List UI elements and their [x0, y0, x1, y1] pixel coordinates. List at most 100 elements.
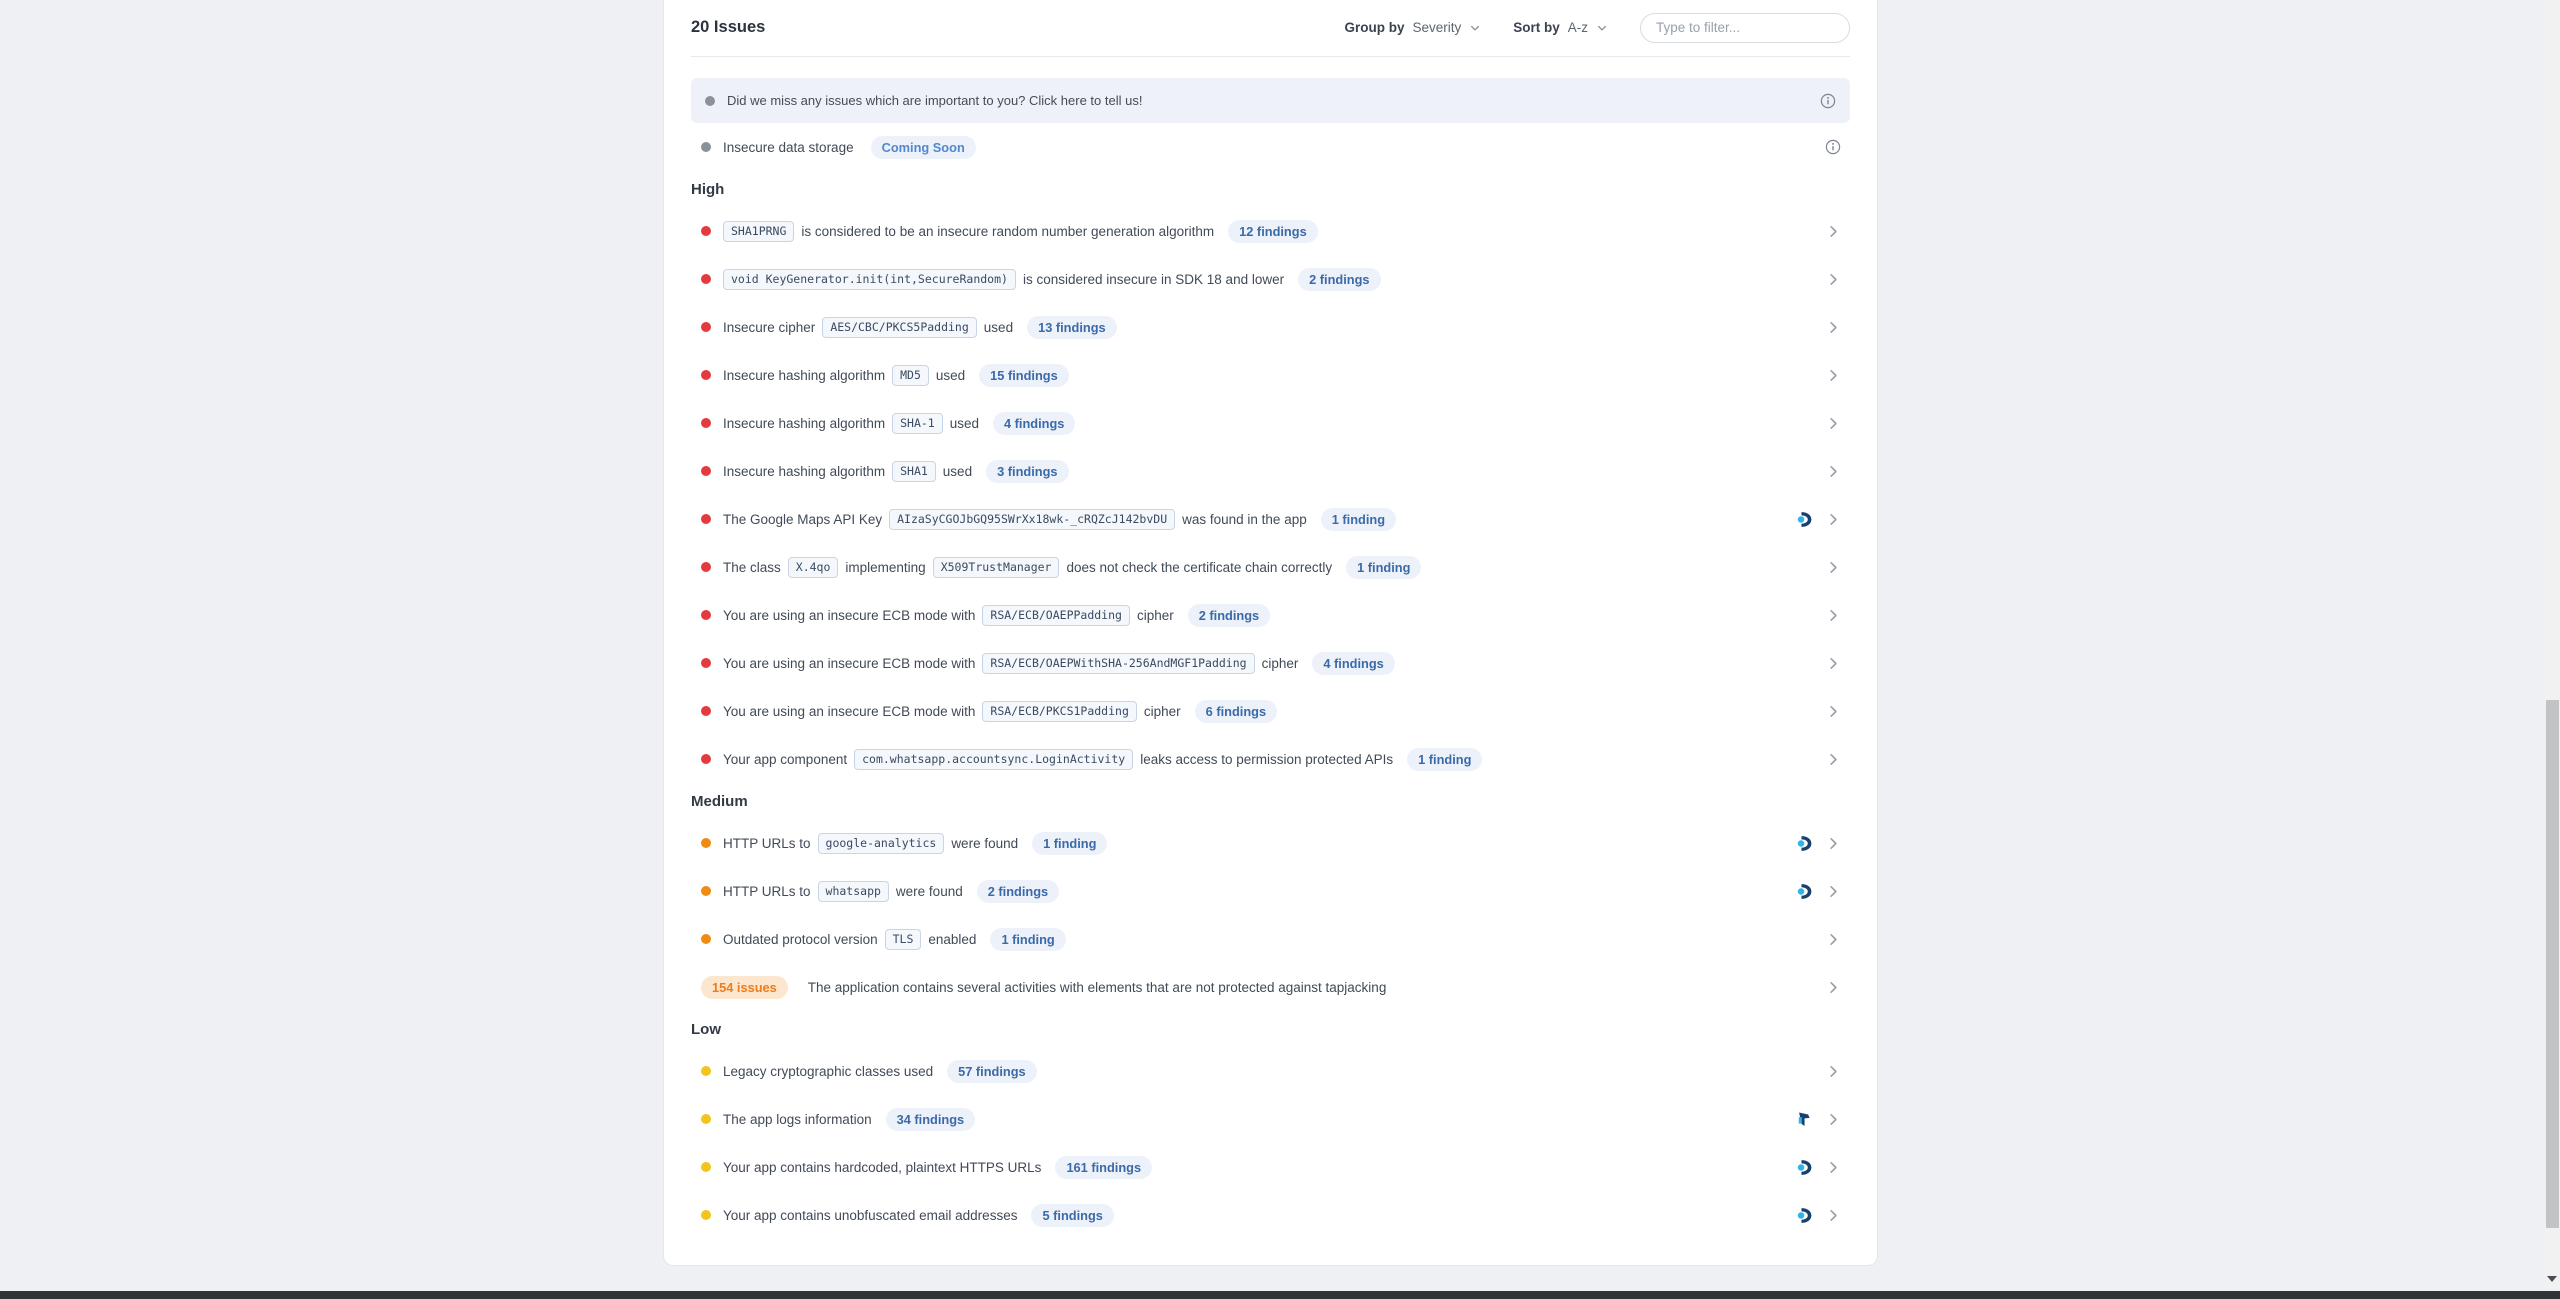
- issue-row[interactable]: HTTP URLs to whatsapp were found 2 findings: [691, 867, 1850, 915]
- issue-text: Your app contains hardcoded, plaintext H…: [723, 1159, 1042, 1175]
- issue-text: Insecure hashing algorithm: [723, 367, 886, 383]
- issue-row[interactable]: Insecure hashing algorithm SHA1 used 3 find…: [691, 447, 1850, 495]
- severity-dot-yellow: [701, 1162, 711, 1172]
- issue-text: cipher: [1136, 607, 1174, 623]
- issue-row[interactable]: void KeyGenerator.init(int,SecureRandom)…: [691, 255, 1850, 303]
- issue-text: You are using an insecure ECB mode with: [723, 607, 976, 623]
- findings-count-badge: 3 findings: [986, 459, 1069, 483]
- severity-dot-orange: [701, 838, 711, 848]
- chevron-right-icon: [1826, 836, 1841, 851]
- issue-text: used: [942, 463, 973, 479]
- issue-code-chip: RSA/ECB/PKCS1Padding: [982, 700, 1137, 722]
- scrollbar-down-arrow-icon[interactable]: [2547, 1276, 2557, 1282]
- issue-code-chip: MD5: [892, 364, 929, 386]
- sort-by-label: Sort by: [1513, 20, 1560, 35]
- findings-count-badge: 2 findings: [1187, 603, 1271, 627]
- severity-dot-red: [701, 658, 711, 668]
- chevron-right-icon: [1826, 224, 1841, 239]
- issue-row[interactable]: Insecure cipher AES/CBC/PKCS5Padding used 1…: [691, 303, 1850, 351]
- severity-dot-red: [701, 274, 711, 284]
- issue-row[interactable]: Insecure hashing algorithm MD5 used 15 find…: [691, 351, 1850, 399]
- issue-row[interactable]: Your app contains hardcoded, plaintext H…: [691, 1143, 1850, 1191]
- findings-count-badge: 13 findings: [1027, 315, 1117, 339]
- scanner-logo-icon: [1795, 510, 1813, 529]
- severity-dot-orange: [701, 886, 711, 896]
- issue-row[interactable]: Outdated protocol version TLS enabled 1 fin…: [691, 915, 1850, 963]
- scrollbar-thumb[interactable]: [2546, 700, 2559, 1228]
- severity-dot-red: [701, 514, 711, 524]
- scanner-logo-icon: [1795, 1206, 1813, 1225]
- issue-row[interactable]: The app logs information 34 findings: [691, 1095, 1850, 1143]
- issue-code-chip: google-analytics: [817, 832, 945, 854]
- severity-dot-red: [701, 754, 711, 764]
- issue-row[interactable]: The class X.4qo implementing X509TrustManag…: [691, 543, 1850, 591]
- scanner-logo-icon: [1795, 1110, 1813, 1129]
- section-heading: Low: [691, 1020, 721, 1038]
- chevron-right-icon: [1826, 560, 1841, 575]
- filter-input[interactable]: [1640, 12, 1850, 43]
- severity-dot-yellow: [701, 1210, 711, 1220]
- issue-text: Insecure data storage: [723, 139, 854, 155]
- severity-dot-red: [701, 466, 711, 476]
- chevron-right-icon: [1826, 1208, 1841, 1223]
- findings-count-badge: 1 finding: [990, 927, 1066, 951]
- group-by-dropdown[interactable]: Group by Severity: [1344, 20, 1481, 35]
- issue-text: enabled: [928, 931, 977, 947]
- findings-count-badge: 12 findings: [1228, 219, 1318, 243]
- coming-soon-badge: Coming Soon: [870, 135, 976, 159]
- issue-text: is considered to be an insecure random n…: [801, 223, 1215, 239]
- issue-code-chip: SHA1PRNG: [723, 220, 795, 242]
- chevron-right-icon: [1826, 980, 1841, 995]
- issue-text: used: [949, 415, 979, 431]
- issue-row[interactable]: You are using an insecure ECB mode with R…: [691, 639, 1850, 687]
- findings-count-badge: 4 findings: [1312, 651, 1395, 675]
- issue-text: used: [935, 367, 966, 383]
- issue-text: The Google Maps API Key: [723, 511, 883, 527]
- chevron-right-icon: [1826, 272, 1841, 287]
- issue-text: implementing: [845, 559, 926, 575]
- issue-row[interactable]: You are using an insecure ECB mode with R…: [691, 591, 1850, 639]
- severity-dot-red: [701, 562, 711, 572]
- issue-code-chip: AIzaSyCGOJbGQ95SWrXx18wk-_cRQZcJ142bvDU: [889, 508, 1176, 530]
- chevron-down-icon: [1596, 22, 1608, 34]
- issue-code-chip: X.4qo: [787, 556, 839, 578]
- findings-count-badge: 6 findings: [1194, 699, 1278, 723]
- page-title: 20 Issues: [691, 18, 766, 36]
- issue-code-chip: RSA/ECB/OAEPPadding: [982, 604, 1130, 626]
- issue-text: is considered insecure in SDK 18 and low…: [1022, 271, 1285, 287]
- chevron-right-icon: [1826, 320, 1841, 335]
- issue-code-chip: whatsapp: [817, 880, 889, 902]
- issue-row[interactable]: Your app contains unobfuscated email add…: [691, 1191, 1850, 1239]
- group-by-label: Group by: [1344, 20, 1405, 35]
- feedback-banner[interactable]: Did we miss any issues which are importa…: [691, 78, 1850, 123]
- chevron-right-icon: [1826, 608, 1841, 623]
- issue-row[interactable]: Your app component com.whatsapp.accountsy…: [691, 735, 1850, 783]
- chevron-right-icon: [1826, 1064, 1841, 1079]
- issue-row[interactable]: You are using an insecure ECB mode with R…: [691, 687, 1850, 735]
- findings-count-badge: 57 findings: [947, 1059, 1037, 1083]
- severity-dot-yellow: [701, 1114, 711, 1124]
- issue-row[interactable]: HTTP URLs to google-analytics were found 1 …: [691, 819, 1850, 867]
- issue-code-chip: AES/CBC/PKCS5Padding: [822, 316, 977, 338]
- coming-soon-row: Insecure data storage Coming Soon: [691, 123, 1850, 171]
- issue-row[interactable]: The Google Maps API Key AIzaSyCGOJbGQ95SW…: [691, 495, 1850, 543]
- issue-row[interactable]: Insecure hashing algorithm SHA-1 used 4 fin…: [691, 399, 1850, 447]
- findings-count-badge: 2 findings: [1298, 267, 1381, 291]
- issue-text: does not check the certificate chain cor…: [1066, 559, 1333, 575]
- severity-dot-red: [701, 226, 711, 236]
- info-circle-icon[interactable]: [1820, 93, 1836, 109]
- section-heading: High: [691, 180, 725, 198]
- findings-count-badge: 5 findings: [1031, 1203, 1114, 1227]
- severity-dot-orange: [701, 934, 711, 944]
- issue-code-chip: X509TrustManager: [932, 556, 1060, 578]
- issue-text: Insecure hashing algorithm: [723, 463, 886, 479]
- info-circle-icon[interactable]: [1825, 139, 1841, 155]
- issue-row[interactable]: 154 issues The application contains sever…: [691, 963, 1850, 1011]
- sort-by-dropdown[interactable]: Sort by A-z: [1513, 20, 1608, 35]
- findings-count-badge: 1 finding: [1320, 507, 1397, 531]
- chevron-right-icon: [1826, 464, 1841, 479]
- findings-count-badge: 1 finding: [1407, 747, 1483, 771]
- issue-text: were found: [951, 835, 1019, 851]
- issue-row[interactable]: Legacy cryptographic classes used 57 find…: [691, 1047, 1850, 1095]
- issue-row[interactable]: SHA1PRNG is considered to be an insecure …: [691, 207, 1850, 255]
